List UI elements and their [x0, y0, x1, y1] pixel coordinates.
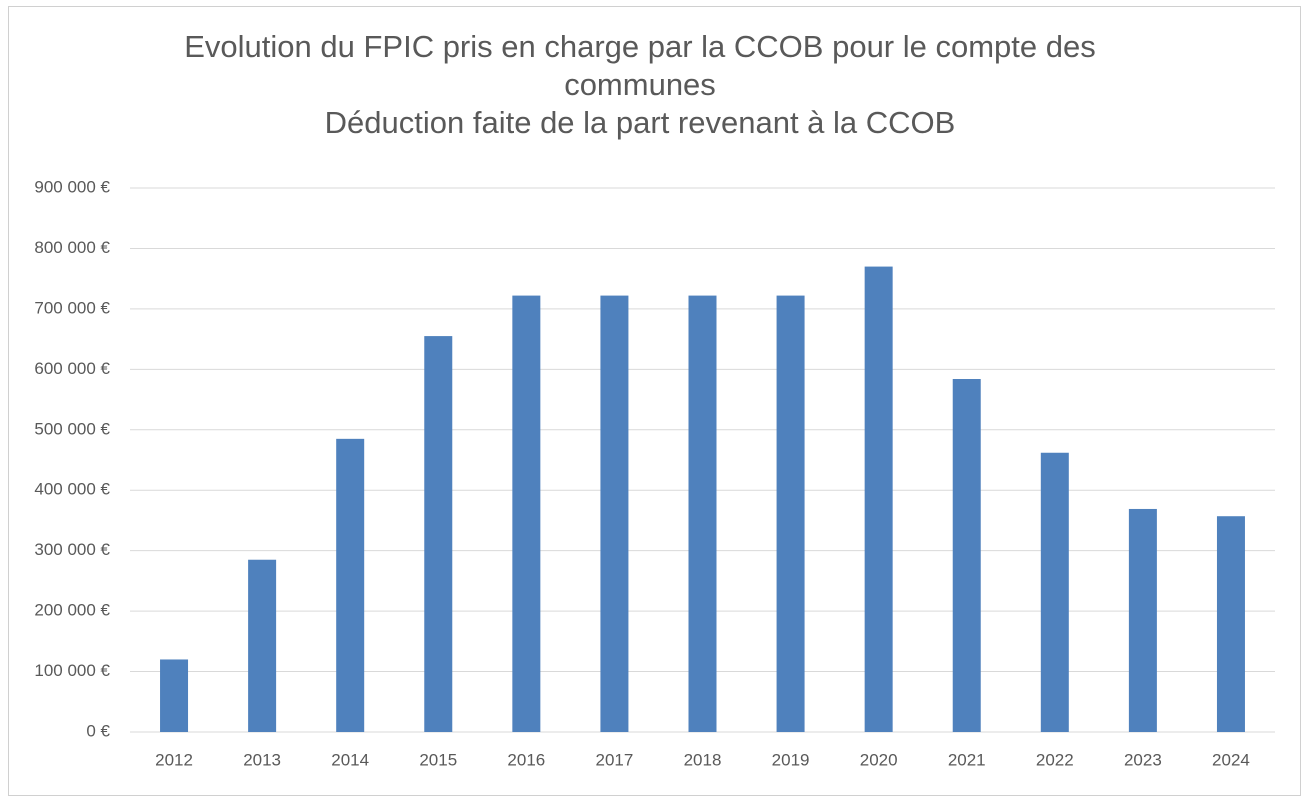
- x-tick-label: 2023: [1124, 750, 1162, 769]
- x-tick-label: 2021: [948, 750, 986, 769]
- y-tick-label: 800 000 €: [34, 238, 110, 257]
- y-tick-label: 400 000 €: [34, 480, 110, 499]
- x-tick-label: 2016: [507, 750, 545, 769]
- bar: [952, 379, 981, 732]
- x-tick-label: 2024: [1212, 750, 1250, 769]
- bar: [1128, 508, 1157, 732]
- x-tick-label: 2020: [860, 750, 898, 769]
- y-tick-label: 500 000 €: [34, 419, 110, 438]
- bar: [1040, 452, 1069, 732]
- y-tick-label: 700 000 €: [34, 298, 110, 317]
- chart-title: Evolution du FPIC pris en charge par la …: [184, 29, 1096, 102]
- bar: [336, 438, 365, 732]
- x-tick-label: 2015: [419, 750, 457, 769]
- y-tick-label: 300 000 €: [34, 540, 110, 559]
- x-tick-label: 2022: [1036, 750, 1074, 769]
- y-tick-label: 0 €: [86, 721, 110, 740]
- y-tick-label: 200 000 €: [34, 601, 110, 620]
- y-tick-label: 100 000 €: [34, 661, 110, 680]
- y-tick-label: 600 000 €: [34, 359, 110, 378]
- x-tick-label: 2019: [772, 750, 810, 769]
- x-tick-label: 2012: [155, 750, 193, 769]
- x-tick-label: 2014: [331, 750, 369, 769]
- title-block: Evolution du FPIC pris en charge par la …: [180, 28, 1100, 142]
- x-tick-label: 2018: [684, 750, 722, 769]
- y-tick-label: 900 000 €: [34, 177, 110, 196]
- chart-subtitle: Déduction faite de la part revenant à la…: [324, 105, 956, 140]
- bar: [424, 336, 453, 732]
- bar: [248, 559, 277, 732]
- bar: [688, 295, 717, 732]
- bar: [512, 295, 541, 732]
- x-tick-label: 2017: [596, 750, 634, 769]
- bar: [776, 295, 805, 732]
- bar: [160, 659, 189, 732]
- bar: [864, 266, 893, 732]
- bar: [600, 295, 629, 732]
- x-tick-label: 2013: [243, 750, 281, 769]
- bar: [1216, 516, 1245, 732]
